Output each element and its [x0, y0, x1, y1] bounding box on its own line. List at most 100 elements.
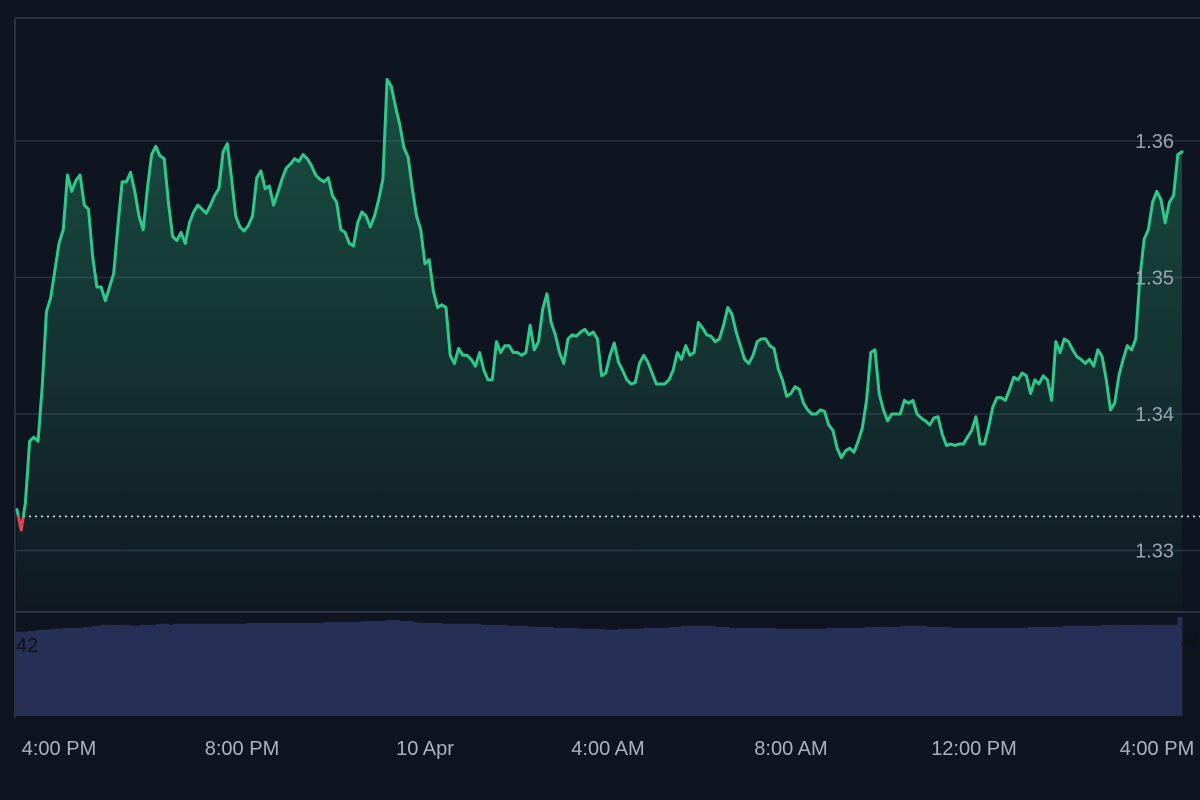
x-tick-label: 8:00 PM [205, 738, 279, 760]
volume-bar [297, 622, 302, 716]
volume-bar [429, 622, 435, 716]
volume-bar [767, 627, 773, 716]
volume-bar [203, 623, 208, 716]
volume-bar [335, 621, 341, 716]
volume-bar [942, 626, 948, 716]
volume-bar [480, 624, 486, 716]
volume-bar [104, 624, 110, 716]
volume-bar [1006, 627, 1012, 716]
volume-bar [442, 623, 448, 716]
volume-bar [348, 621, 354, 716]
volume-bar [271, 622, 277, 716]
volume-bar [677, 626, 683, 716]
volume-bar [745, 627, 751, 716]
volume-bar [519, 625, 525, 716]
volume-bar [267, 622, 272, 716]
volume-bar [622, 628, 627, 716]
x-tick-label: 10 Apr [396, 738, 454, 760]
volume-bar [780, 628, 785, 716]
volume-bar [609, 629, 614, 716]
volume-bar [288, 622, 294, 716]
volume-bar [1015, 627, 1020, 716]
volume-bar [1075, 625, 1080, 716]
volume-bar [53, 628, 59, 716]
volume-bar [929, 626, 935, 716]
volume-bar [1139, 624, 1144, 716]
volume-bar [1143, 624, 1149, 716]
volume-bar [754, 627, 760, 716]
y-axis-labels: 1.33 1.34 1.35 1.36 [1135, 131, 1174, 563]
volume-bar [758, 627, 764, 716]
volume-bar [852, 627, 858, 716]
volume-bar [634, 628, 640, 716]
volume-bar [1032, 626, 1038, 716]
volume-bar [1028, 626, 1033, 716]
volume-bar [327, 621, 332, 716]
x-axis-labels: 4:00 PM 8:00 PM 10 Apr 4:00 AM 8:00 AM 12:00 … [22, 738, 1194, 760]
volume-bar [784, 628, 790, 716]
volume-bar [1087, 625, 1093, 716]
volume-bar [1092, 625, 1097, 716]
volume-bar [506, 625, 512, 716]
price-line-above-reference [21, 77, 1184, 518]
volume-bar [720, 626, 725, 716]
volume-bar [934, 626, 939, 716]
volume-bar [185, 623, 191, 716]
volume-bar [138, 624, 144, 716]
volume-bar [446, 623, 452, 716]
volume-bar [1023, 627, 1029, 716]
volume-bar [771, 627, 777, 716]
volume-bar [305, 622, 311, 716]
volume-bar [869, 626, 875, 716]
volume-bar [540, 626, 546, 716]
volume-bar [399, 620, 405, 716]
volume-bar [549, 626, 555, 716]
volume-bar [750, 627, 755, 716]
volume-bar [523, 625, 529, 716]
volume-bar [1134, 624, 1140, 716]
volume-bar [1160, 624, 1166, 716]
volume-bar [378, 620, 384, 716]
volume-bar [344, 621, 349, 716]
volume-bar [502, 624, 507, 716]
volume-bar [365, 620, 371, 716]
volume-bar [711, 625, 717, 716]
volume-bar [630, 628, 636, 716]
volume-bar [23, 631, 29, 716]
volume-bar [485, 624, 490, 716]
volume-bar [1066, 625, 1072, 716]
volume-bar [651, 627, 657, 716]
volume-bar [416, 622, 422, 716]
volume-bar [1105, 624, 1110, 716]
volume-bar [412, 621, 418, 716]
volume-bar [386, 619, 392, 716]
volume-bar [339, 621, 345, 716]
volume-bar [938, 626, 944, 716]
volume-bar [643, 627, 649, 716]
volume-bar [690, 625, 696, 716]
volume-bar [951, 627, 956, 716]
volume-bar [574, 627, 580, 716]
volume-bar [100, 624, 106, 716]
volume-bar [233, 623, 238, 716]
volume-bar [536, 626, 542, 716]
volume-bar [322, 621, 328, 716]
volume-bar [382, 620, 388, 716]
volume-bar [686, 625, 691, 716]
volume-bar [810, 628, 815, 716]
volume-bar [600, 628, 606, 716]
volume-bar [1113, 624, 1119, 716]
volume-bar [459, 623, 465, 716]
volume-bar [1109, 624, 1114, 716]
volume-bar [527, 626, 533, 716]
volume-bars [15, 616, 1183, 716]
volume-bar [1169, 624, 1174, 716]
volume-bar [237, 623, 242, 716]
price-line-below-reference [16, 514, 25, 532]
volume-bar [1156, 624, 1162, 716]
volume-bar [887, 626, 892, 716]
volume-bar [895, 626, 901, 716]
volume-bar [356, 621, 362, 716]
volume-bar [972, 627, 978, 716]
